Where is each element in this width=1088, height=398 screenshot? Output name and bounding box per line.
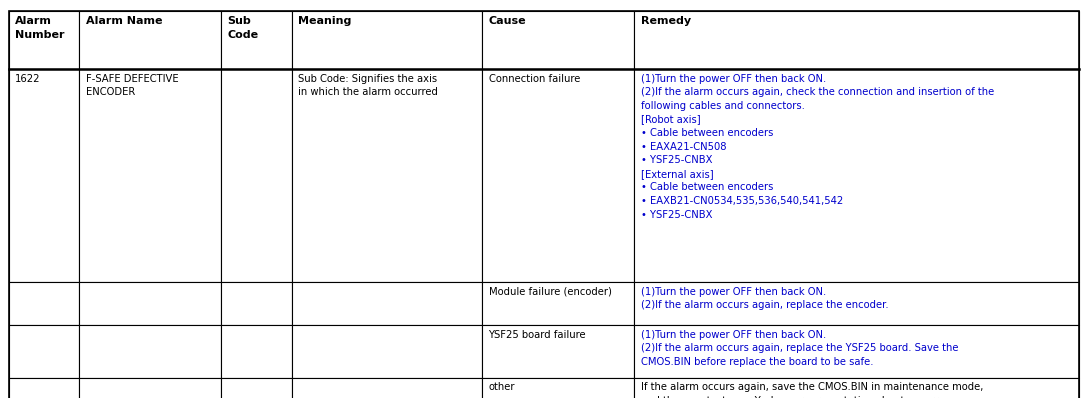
Bar <box>634 378 1079 398</box>
Bar <box>221 325 292 378</box>
Bar <box>9 282 79 325</box>
Bar <box>634 282 1079 325</box>
Text: Sub Code: Signifies the axis
in which the alarm occurred: Sub Code: Signifies the axis in which th… <box>298 74 438 97</box>
Text: (1)Turn the power OFF then back ON.
(2)If the alarm occurs again, replace the YS: (1)Turn the power OFF then back ON. (2)I… <box>641 330 959 367</box>
Text: 1622: 1622 <box>15 74 40 84</box>
Bar <box>292 282 482 325</box>
Bar <box>292 11 482 69</box>
Text: Connection failure: Connection failure <box>489 74 580 84</box>
Bar <box>292 378 482 398</box>
Bar <box>221 69 292 282</box>
Text: YSF25 board failure: YSF25 board failure <box>489 330 586 339</box>
Bar <box>482 325 634 378</box>
Text: F-SAFE DEFECTIVE
ENCODER: F-SAFE DEFECTIVE ENCODER <box>86 74 178 97</box>
Text: (1)Turn the power OFF then back ON.
(2)If the alarm occurs again, check the conn: (1)Turn the power OFF then back ON. (2)I… <box>641 74 994 220</box>
Bar <box>482 69 634 282</box>
Text: Sub
Code: Sub Code <box>227 16 259 40</box>
Bar <box>9 378 79 398</box>
Bar <box>482 282 634 325</box>
Bar <box>9 11 79 69</box>
Text: Alarm Name: Alarm Name <box>86 16 162 26</box>
Bar <box>79 11 221 69</box>
Text: Meaning: Meaning <box>298 16 351 26</box>
Bar <box>634 69 1079 282</box>
Bar <box>79 282 221 325</box>
Bar <box>482 11 634 69</box>
Bar <box>79 378 221 398</box>
Bar <box>221 282 292 325</box>
Bar <box>221 378 292 398</box>
Bar <box>79 69 221 282</box>
Bar <box>634 325 1079 378</box>
Text: Module failure (encoder): Module failure (encoder) <box>489 287 611 297</box>
Bar <box>292 325 482 378</box>
Text: If the alarm occurs again, save the CMOS.BIN in maintenance mode,
and then conta: If the alarm occurs again, save the CMOS… <box>641 382 984 398</box>
Bar <box>634 11 1079 69</box>
Text: Alarm
Number: Alarm Number <box>15 16 64 40</box>
Bar <box>221 11 292 69</box>
Bar <box>9 325 79 378</box>
Bar <box>292 69 482 282</box>
Text: other: other <box>489 382 515 392</box>
Text: (1)Turn the power OFF then back ON.
(2)If the alarm occurs again, replace the en: (1)Turn the power OFF then back ON. (2)I… <box>641 287 889 310</box>
Text: Cause: Cause <box>489 16 527 26</box>
Bar <box>482 378 634 398</box>
Text: Remedy: Remedy <box>641 16 691 26</box>
Bar <box>79 325 221 378</box>
Bar <box>9 69 79 282</box>
